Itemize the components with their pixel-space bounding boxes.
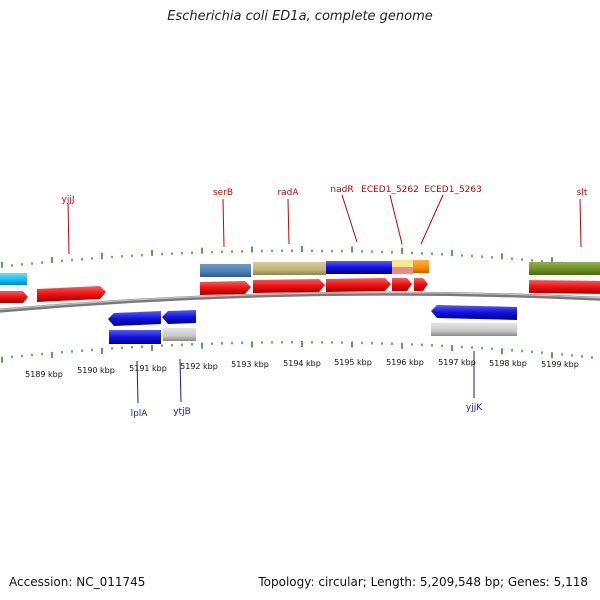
gene-label-nadR: nadR bbox=[330, 185, 353, 195]
gene-label-yjjK: yjjK bbox=[466, 403, 483, 413]
gene-label-ECED1_5263: ECED1_5263 bbox=[424, 185, 482, 195]
bottom-label-leaders bbox=[136, 351, 475, 404]
gene-arrow-yjjK bbox=[431, 305, 517, 320]
feature-box-yjjK-inner bbox=[431, 323, 517, 336]
gene-label-yjjJ: yjjJ bbox=[62, 195, 75, 205]
gene-arrow-ytjB bbox=[162, 310, 196, 324]
scale-label-5194: 5194 kbp bbox=[283, 359, 321, 368]
gene-arrow-nadR bbox=[326, 278, 391, 292]
genome-backbone-highlight bbox=[0, 292, 600, 311]
gene-arrow-radA bbox=[253, 279, 325, 293]
feature-box-slt bbox=[529, 262, 600, 275]
scale-label-5197: 5197 kbp bbox=[438, 358, 476, 367]
scale-label-5189: 5189 kbp bbox=[25, 370, 63, 379]
scale-label-5198: 5198 kbp bbox=[489, 359, 527, 368]
genome-backbone bbox=[0, 291, 600, 313]
genome-summary: Topology: circular; Length: 5,209,548 bp… bbox=[258, 575, 588, 589]
feature-box-cyan bbox=[0, 273, 27, 285]
accession-label: Accession: NC_011745 bbox=[9, 575, 146, 589]
gene-label-ECED1_5262: ECED1_5262 bbox=[361, 185, 419, 195]
feature-box-ECED1_5262-top bbox=[392, 260, 413, 267]
scale-label-5193: 5193 kbp bbox=[231, 360, 269, 369]
gene-arrow-yjjJ bbox=[37, 286, 106, 302]
feature-box-ECED1_5262-bottom bbox=[392, 267, 413, 274]
gene-arrow-slt bbox=[529, 280, 600, 294]
genome-title: Escherichia coli ED1a, complete genome bbox=[167, 9, 433, 24]
feature-box-radA bbox=[253, 262, 326, 275]
feature-box-ECED1_5263 bbox=[413, 260, 429, 273]
feature-box-ytjB-inner bbox=[163, 328, 196, 341]
gene-arrow-serB bbox=[200, 281, 251, 295]
feature-box-serB bbox=[200, 264, 251, 277]
gene-arrow-lplA bbox=[108, 311, 161, 326]
scale-label-5190: 5190 kbp bbox=[77, 366, 115, 375]
inner-tick-marks bbox=[1, 341, 593, 363]
scale-label-5199: 5199 kbp bbox=[541, 360, 579, 369]
gene-label-radA: radA bbox=[277, 188, 299, 198]
scale-label-5195: 5195 kbp bbox=[334, 358, 372, 367]
gene-label-slt: slt bbox=[577, 188, 588, 198]
gene-label-serB: serB bbox=[213, 188, 233, 198]
gene-arrow-ECED1_5262 bbox=[392, 278, 412, 291]
feature-box-lplA-inner bbox=[109, 330, 161, 344]
scale-label-5192: 5192 kbp bbox=[180, 362, 218, 371]
gene-arrow-forward bbox=[0, 291, 28, 303]
scale-label-5196: 5196 kbp bbox=[386, 358, 424, 367]
feature-box-nadR bbox=[326, 261, 392, 274]
gene-label-ytjB: ytjB bbox=[173, 407, 191, 417]
scale-label-5191: 5191 kbp bbox=[129, 364, 167, 373]
top-label-leaders bbox=[67, 194, 582, 255]
gene-label-lplA: lplA bbox=[131, 409, 149, 419]
gene-arrow-ECED1_5263 bbox=[414, 278, 428, 291]
